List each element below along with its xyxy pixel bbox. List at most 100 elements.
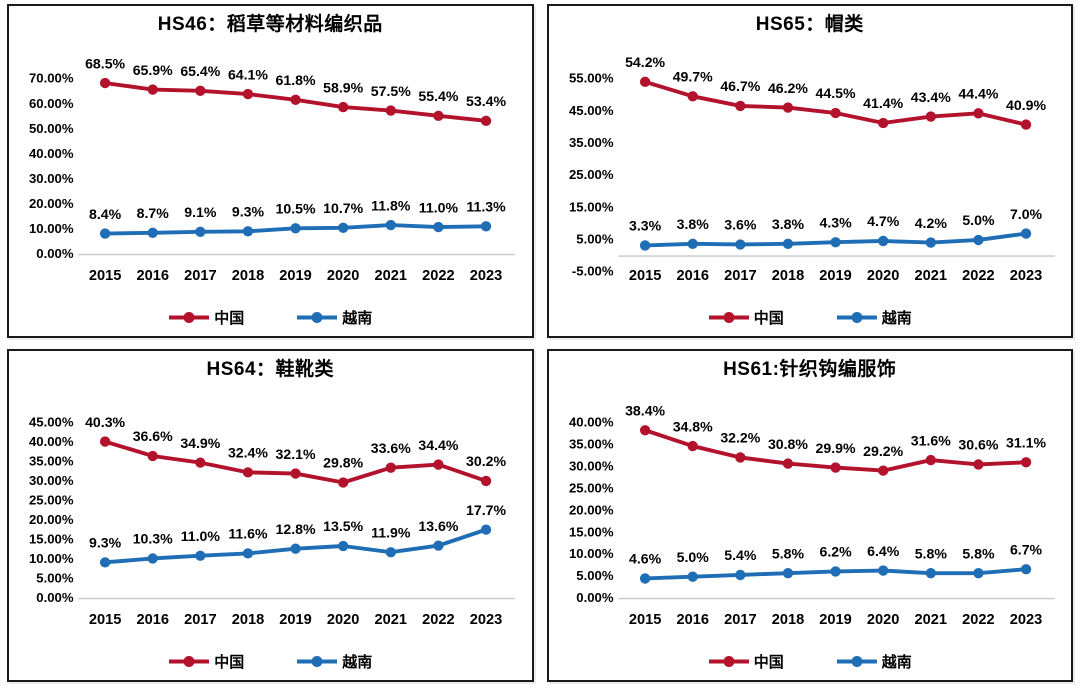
legend-label-vietnam: 越南 (342, 654, 373, 672)
data-point-marker (147, 84, 158, 95)
y-tick-label: 20.00% (29, 196, 74, 211)
data-label: 58.9% (323, 79, 363, 95)
y-tick-label: 5.00% (576, 231, 614, 246)
x-tick-label: 2020 (866, 268, 899, 284)
data-point-marker (877, 565, 888, 577)
legend-item-china: 中国 (708, 307, 784, 328)
data-label: 9.3% (89, 535, 122, 551)
data-label: 30.6% (958, 437, 998, 453)
chart-panel-hs64: HS64：鞋靴类 45.00% 40.00% 35.00% 30.00% 25.00% 2… (7, 348, 534, 682)
data-point-marker (480, 220, 492, 232)
chart-title-hs65: HS65：帽类 (755, 14, 864, 35)
x-tick-label: 2021 (375, 612, 408, 628)
data-point-marker (385, 547, 396, 558)
data-labels-vietnam: 3.3% 3.8% 3.6% 3.8% 4.3% 4.7% 4.2% 5.0% 7.0% (629, 206, 1043, 234)
data-point-marker (972, 234, 984, 245)
y-tick-label: 0.00% (36, 246, 74, 261)
series-vietnam (99, 524, 492, 568)
data-label: 13.6% (418, 518, 458, 534)
y-tick-label: 45.00% (29, 415, 74, 430)
data-label: 5.8% (914, 546, 947, 562)
y-tick-label: 10.00% (568, 547, 613, 562)
chart-plot-hs61: 40.00% 35.00% 30.00% 25.00% 20.00% 15.00% 10.0… (568, 403, 1055, 628)
y-axis-tick-labels: 40.00% 35.00% 30.00% 25.00% 20.00% 15.00% 10.0… (568, 415, 613, 605)
x-tick-label: 2019 (819, 268, 852, 284)
x-tick-label: 2018 (771, 612, 804, 628)
series-vietnam (639, 564, 1031, 584)
data-point-marker (195, 457, 206, 469)
data-label: 3.8% (676, 216, 709, 232)
y-tick-label: 70.00% (29, 71, 74, 86)
data-label: 6.7% (1009, 542, 1042, 558)
series-china (99, 436, 492, 488)
data-point-marker (480, 476, 492, 487)
data-point-marker (147, 451, 158, 462)
data-label: 9.3% (232, 203, 265, 219)
data-labels-china: 40.3% 36.6% 34.9% 32.4% 32.1% 29.8% 33.6% 34.4%… (85, 414, 506, 471)
data-point-marker (195, 226, 206, 237)
data-label: 5.8% (771, 546, 804, 562)
x-tick-label: 2022 (422, 612, 455, 628)
chart-legend: 中国 越南 (557, 304, 1064, 330)
legend-item-vietnam: 越南 (836, 307, 912, 328)
chart-plot-hs46: 70.00% 60.00% 50.00% 40.00% 30.00% 20.00% 10.0… (29, 55, 515, 284)
x-tick-label: 2020 (327, 612, 360, 628)
x-tick-label: 2022 (422, 268, 455, 284)
data-point-marker (925, 455, 936, 466)
x-axis-year-labels: 2015 2016 2017 2018 2019 2020 2021 2022 2023 (628, 612, 1041, 628)
x-tick-label: 2016 (136, 612, 169, 628)
legend-item-china: 中国 (708, 651, 784, 672)
y-tick-label: 15.00% (568, 525, 613, 540)
data-label: 53.4% (466, 93, 506, 109)
data-labels-china: 68.5% 65.9% 65.4% 64.1% 61.8% 58.9% 57.5% 55.4%… (85, 55, 506, 109)
chart-plot-hs65: 55.00% 45.00% 35.00% 25.00% 15.00% 5.00% -5.00… (568, 54, 1055, 284)
data-point-marker (147, 227, 158, 238)
legend-label-vietnam: 越南 (881, 309, 912, 327)
y-tick-label: 25.00% (568, 481, 613, 496)
data-point-marker (290, 468, 301, 480)
x-tick-label: 2020 (327, 268, 360, 284)
data-label: 17.7% (466, 502, 506, 518)
data-label: 34.9% (180, 435, 220, 451)
y-tick-label: 30.00% (29, 473, 74, 488)
data-label: 3.8% (771, 216, 804, 232)
x-tick-label: 2022 (962, 268, 995, 284)
data-point-marker (782, 568, 793, 579)
data-label: 11.0% (419, 199, 459, 215)
data-point-marker (1020, 119, 1031, 130)
data-label: 13.5% (323, 519, 363, 535)
data-label: 11.9% (371, 525, 411, 541)
x-tick-label: 2016 (676, 612, 709, 628)
y-tick-label: 40.00% (568, 415, 613, 430)
data-point-marker (385, 105, 396, 116)
chart-plot-hs64: 45.00% 40.00% 35.00% 30.00% 25.00% 20.00% 15.0… (29, 414, 515, 628)
vietnam-line-marker-icon (836, 656, 877, 668)
data-label: 32.1% (276, 446, 316, 462)
data-point-marker (242, 467, 254, 478)
x-tick-label: 2018 (232, 612, 265, 628)
legend-label-china: 中国 (753, 654, 784, 672)
data-label: 44.4% (958, 85, 998, 101)
data-label: 38.4% (625, 403, 665, 419)
x-tick-label: 2017 (724, 612, 757, 628)
x-tick-label: 2015 (628, 612, 661, 628)
y-tick-label: 30.00% (29, 171, 74, 186)
data-labels-china: 38.4% 34.8% 32.2% 30.8% 29.9% 29.2% 31.6% 30.6%… (625, 403, 1046, 459)
legend-item-vietnam: 越南 (296, 307, 372, 328)
data-label: 34.4% (418, 437, 458, 453)
legend-item-china: 中国 (168, 307, 244, 328)
y-tick-label: 10.00% (29, 551, 74, 566)
x-tick-label: 2015 (89, 612, 122, 628)
y-tick-label: 5.00% (576, 568, 614, 583)
data-label: 11.8% (371, 197, 411, 213)
data-point-marker (1020, 457, 1031, 468)
data-label: 32.4% (228, 445, 268, 461)
chart-panel-hs65: HS65：帽类 55.00% 45.00% 35.00% 25.00% 15.00% 5.… (546, 4, 1073, 338)
x-tick-label: 2023 (1009, 268, 1042, 284)
data-point-marker (734, 100, 746, 111)
data-label: 68.5% (85, 55, 125, 71)
x-tick-label: 2020 (866, 612, 899, 628)
x-tick-label: 2019 (279, 268, 312, 284)
china-line-marker-icon (708, 311, 749, 323)
data-labels-vietnam: 9.3% 10.3% 11.0% 11.6% 12.8% 13.5% 11.9% 13.6% 1… (89, 502, 506, 551)
